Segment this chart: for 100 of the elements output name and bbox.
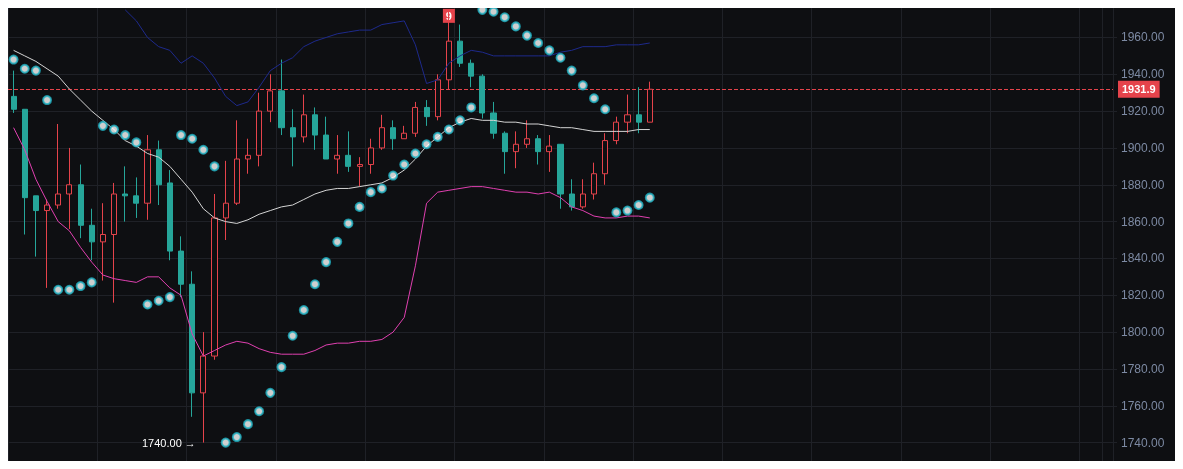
- candlestick: [178, 235, 184, 298]
- point: [276, 362, 287, 373]
- candlestick: [78, 164, 84, 239]
- candlestick: [144, 134, 151, 221]
- point: [298, 305, 309, 315]
- candlestick: [312, 106, 318, 151]
- candlestick: [211, 193, 218, 361]
- candlestick: [345, 130, 351, 173]
- y-tick-label: 1820.00: [1121, 288, 1165, 303]
- point: [231, 432, 242, 443]
- candlestick: [245, 138, 251, 175]
- candlestick: [379, 114, 385, 151]
- line-series: [13, 49, 651, 224]
- point: [42, 95, 53, 106]
- point: [131, 137, 142, 148]
- candlestick: [111, 182, 117, 304]
- point: [53, 284, 64, 295]
- point: [153, 295, 164, 306]
- candlestick: [156, 140, 162, 206]
- candlestick: [602, 132, 608, 186]
- point: [544, 45, 555, 56]
- point: [309, 279, 320, 290]
- point: [64, 284, 75, 295]
- point: [164, 292, 175, 303]
- candlestick: [200, 331, 206, 444]
- candlestick: [256, 92, 262, 167]
- candlestick: [490, 101, 497, 140]
- candlestick: [479, 73, 485, 119]
- candlestick: [334, 134, 340, 175]
- point: [254, 406, 265, 417]
- point: [443, 124, 454, 135]
- candlestick: [535, 134, 541, 166]
- point: [577, 80, 588, 91]
- y-tick-label: 1900.00: [1121, 140, 1165, 155]
- point: [533, 37, 544, 48]
- candlestick: [591, 162, 597, 201]
- candlestick: [278, 59, 285, 136]
- candlestick: [189, 270, 195, 418]
- y-tick-label: 1920.00: [1121, 104, 1165, 119]
- point: [488, 8, 499, 17]
- ref-line-label: 1931.9: [1122, 83, 1156, 96]
- y-tick-label: 1860.00: [1121, 214, 1165, 229]
- candlestick: [390, 119, 396, 151]
- candlestick: [290, 108, 296, 167]
- point: [466, 102, 477, 113]
- point: [376, 183, 387, 194]
- y-tick-label: 1940.00: [1121, 67, 1165, 82]
- candlestick: [55, 123, 61, 210]
- candlestick: [412, 101, 418, 138]
- point: [510, 21, 521, 32]
- point: [455, 115, 466, 126]
- y-tick-label: 1780.00: [1121, 361, 1165, 376]
- point: [644, 192, 655, 203]
- candlestick: [557, 143, 564, 210]
- candlestick: [368, 138, 374, 175]
- line-series: [13, 127, 651, 357]
- y-tick-label: 1880.00: [1121, 177, 1165, 192]
- point: [75, 281, 86, 292]
- point: [198, 144, 209, 155]
- point: [176, 130, 187, 141]
- candlestick: [513, 130, 519, 169]
- point: [611, 207, 622, 218]
- candlestick: [468, 59, 474, 88]
- point: [19, 63, 30, 74]
- y-tick-label: 1800.00: [1121, 325, 1165, 340]
- point: [332, 236, 343, 247]
- candlestick: [624, 94, 631, 134]
- point: [399, 159, 410, 170]
- point: [109, 124, 120, 135]
- point: [220, 437, 231, 448]
- candlestick: [133, 176, 139, 219]
- point: [622, 205, 633, 216]
- point: [633, 200, 644, 211]
- point: [209, 161, 220, 172]
- point: [287, 330, 298, 341]
- point: [187, 133, 198, 144]
- candlestick: [301, 94, 307, 143]
- candlestick: [223, 160, 229, 241]
- candlestick: [122, 165, 128, 223]
- y-tick-label: 1740.00: [1121, 435, 1165, 450]
- point: [86, 277, 97, 288]
- candlestick: [22, 108, 28, 235]
- point: [30, 65, 41, 76]
- point: [566, 65, 577, 76]
- y-tick-label: 1840.00: [1121, 251, 1165, 266]
- point: [388, 170, 399, 181]
- point: [365, 187, 376, 198]
- candlestick: [323, 116, 329, 160]
- line-series: [124, 9, 651, 107]
- candlestick: [502, 130, 508, 175]
- candlestick: [569, 178, 575, 212]
- y-tick-label: 1760.00: [1121, 398, 1165, 413]
- candlestick: [66, 147, 72, 230]
- candlestick: [636, 86, 642, 134]
- candlestick: [33, 195, 39, 258]
- candlestick: [457, 24, 463, 68]
- point: [97, 120, 108, 131]
- candlestick: [11, 70, 17, 114]
- point: [242, 419, 253, 430]
- candlestick: [580, 178, 586, 210]
